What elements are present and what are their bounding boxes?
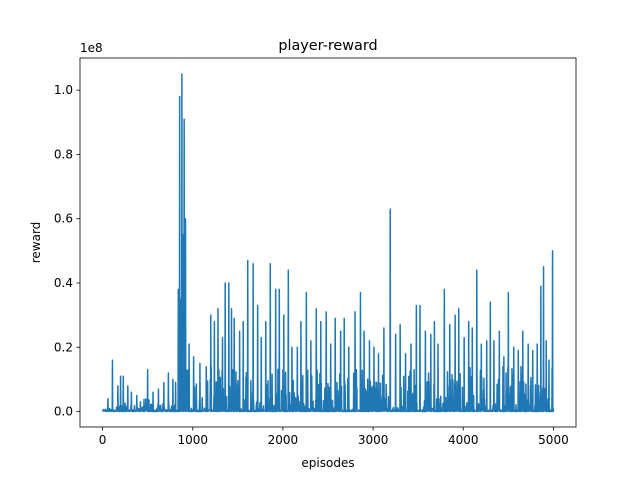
x-axis: 0 1000 2000 3000 4000 5000 [99,427,569,447]
y-axis-label: reward [29,222,43,264]
y-tick-label: 0.2 [54,340,73,354]
x-tick-label: 0 [99,433,107,447]
series-layer [101,73,555,413]
chart-title: player-reward [278,38,377,54]
y-tick-label: 0.4 [54,276,73,290]
y-axis: 0.0 0.2 0.4 0.6 0.8 1.0 [54,83,80,419]
y-offset-text: 1e8 [80,41,103,55]
x-tick-label: 3000 [358,433,389,447]
series-line-reward [101,73,555,413]
x-tick-label: 5000 [538,433,569,447]
x-tick-label: 2000 [268,433,299,447]
y-tick-label: 0.6 [54,212,73,226]
x-tick-label: 1000 [177,433,208,447]
y-tick-label: 0.0 [54,405,73,419]
y-tick-label: 1.0 [54,83,73,97]
y-tick-label: 0.8 [54,147,73,161]
x-axis-label: episodes [301,456,354,470]
plot-frame [79,57,577,428]
x-tick-label: 4000 [448,433,479,447]
